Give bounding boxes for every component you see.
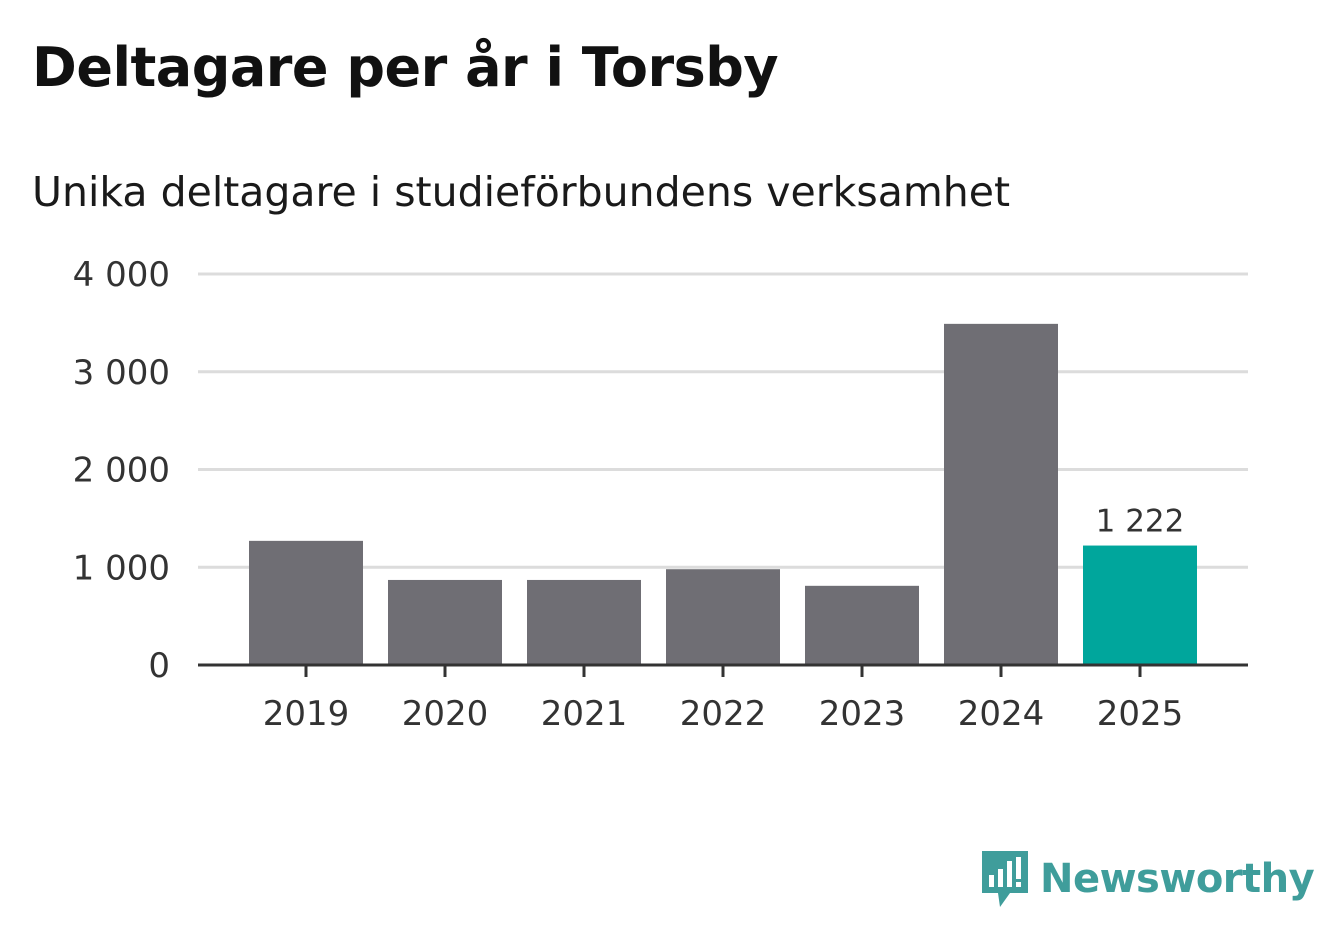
y-tick-label: 1 000	[73, 548, 170, 588]
chart-subtitle: Unika deltagare i studieförbundens verks…	[32, 168, 1011, 216]
y-tick-label: 0	[148, 646, 170, 686]
x-tick-label: 2022	[680, 694, 767, 734]
x-tick-label: 2025	[1097, 694, 1184, 734]
x-tick-label: 2020	[402, 694, 489, 734]
x-tick-label: 2019	[263, 694, 350, 734]
newsworthy-logo-icon	[982, 851, 1028, 907]
bar-2023	[805, 585, 919, 665]
y-tick-label: 2 000	[73, 451, 170, 491]
y-tick-label: 3 000	[73, 353, 170, 393]
bar-2019	[249, 540, 363, 665]
bar-2021	[527, 579, 641, 665]
brand-logo: Newsworthy	[980, 846, 1315, 912]
bar-2022	[666, 569, 780, 665]
bar-2024	[944, 323, 1058, 665]
x-tick-label: 2021	[541, 694, 628, 734]
bar-2020	[388, 579, 502, 665]
x-tick-label: 2023	[819, 694, 906, 734]
brand-name: Newsworthy	[1040, 856, 1315, 902]
chart-title: Deltagare per år i Torsby	[32, 36, 779, 99]
bar-value-label: 1 222	[1096, 504, 1185, 540]
bar-2025	[1083, 545, 1197, 665]
y-tick-label: 4 000	[73, 255, 170, 295]
x-tick-label: 2024	[958, 694, 1045, 734]
